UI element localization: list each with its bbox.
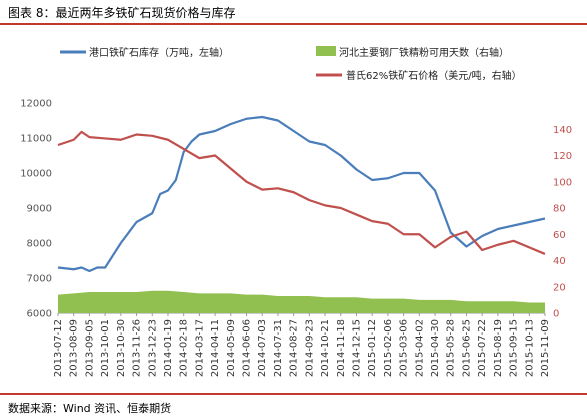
source-note: 数据来源：Wind 资讯、恒泰期货 xyxy=(8,402,172,415)
x-tick-label: 2014-07-31 xyxy=(273,319,284,377)
right-tick-label: 80 xyxy=(553,204,566,215)
x-tick-label: 2014-03-17 xyxy=(194,319,205,377)
left-y-axis: 6000 7000 8000 9000 10000 11000 12000 xyxy=(20,99,52,320)
x-tick-label: 2015-07-22 xyxy=(477,319,488,377)
x-tick-label: 2013-07-12 xyxy=(53,319,64,377)
x-tick-label: 2013-10-01 xyxy=(100,319,111,377)
left-tick-label: 7000 xyxy=(27,274,52,285)
price-line xyxy=(57,130,546,255)
x-tick-label: 2014-01-19 xyxy=(163,319,174,377)
chart-title: 图表 8：最近两年多铁矿石现货价格与库存 xyxy=(8,6,236,20)
x-tick-label: 2013-08-09 xyxy=(69,319,80,377)
x-tick-label: 2013-11-26 xyxy=(132,319,143,377)
days-area-series xyxy=(58,290,545,313)
right-tick-label: 140 xyxy=(553,125,572,136)
right-tick-label: 60 xyxy=(553,230,566,241)
x-tick-label: 2014-04-11 xyxy=(210,319,221,377)
x-tick-label: 2015-04-02 xyxy=(414,319,425,377)
x-tick-label: 2015-10-13 xyxy=(524,319,535,377)
x-tick-label: 2014-09-23 xyxy=(304,319,315,377)
x-tick-label: 2013-10-30 xyxy=(116,319,127,377)
x-tick-label: 2015-01-12 xyxy=(367,319,378,377)
x-tick-label: 2015-02-06 xyxy=(383,319,394,377)
left-tick-label: 10000 xyxy=(20,169,52,180)
x-tick-label: 2015-11-09 xyxy=(540,319,551,377)
legend-label-inventory: 港口铁矿石库存（万吨，左轴） xyxy=(89,46,229,59)
right-tick-label: 100 xyxy=(553,177,572,188)
left-tick-label: 11000 xyxy=(20,134,52,145)
right-tick-label: 120 xyxy=(553,151,572,162)
x-tick-label: 2015-06-25 xyxy=(461,319,472,377)
x-tick-label: 2014-11-18 xyxy=(336,319,347,377)
x-tick-label: 2014-02-18 xyxy=(179,319,190,377)
x-tick-label: 2013-09-05 xyxy=(84,319,95,377)
line-series xyxy=(57,115,546,273)
x-tick-label: 2014-12-15 xyxy=(351,319,362,377)
x-tick-label: 2015-09-15 xyxy=(509,319,520,377)
days-area xyxy=(58,290,545,313)
right-y-axis: 0 20 40 60 80 100 120 140 xyxy=(553,125,572,320)
x-tick-label: 2014-08-27 xyxy=(289,319,300,377)
right-tick-label: 0 xyxy=(553,309,559,320)
x-tick-label: 2015-03-06 xyxy=(399,319,410,377)
left-tick-label: 8000 xyxy=(27,239,52,250)
legend-label-price: 普氏62%铁矿石价格（美元/吨，右轴） xyxy=(346,69,522,82)
x-axis: 2013-07-12 2013-08-09 2013-09-05 2013-10-01… xyxy=(53,313,551,377)
x-tick-label: 2014-06-06 xyxy=(242,319,253,377)
x-tick-label: 2015-04-30 xyxy=(430,319,441,377)
x-tick-label: 2014-07-03 xyxy=(257,319,268,377)
x-tick-label: 2014-10-21 xyxy=(320,319,331,377)
right-tick-label: 40 xyxy=(553,256,566,267)
left-tick-label: 12000 xyxy=(20,99,52,110)
inventory-line xyxy=(57,115,546,273)
x-tick-label: 2014-05-09 xyxy=(226,319,237,377)
right-tick-label: 20 xyxy=(553,282,566,293)
top-rule xyxy=(0,23,587,25)
legend-label-days: 河北主要钢厂铁精粉可用天数（右轴） xyxy=(339,46,509,59)
x-tick-label: 2015-08-19 xyxy=(493,319,504,377)
x-tick-label: 2015-05-28 xyxy=(446,319,457,377)
left-tick-label: 9000 xyxy=(27,204,52,215)
bottom-rule xyxy=(0,393,587,395)
left-tick-label: 6000 xyxy=(27,309,52,320)
legend-swatch-days xyxy=(316,46,336,56)
legend: 港口铁矿石库存（万吨，左轴） 河北主要钢厂铁精粉可用天数（右轴） 普氏62%铁矿石价… xyxy=(60,46,522,82)
x-tick-label: 2013-12-23 xyxy=(147,319,158,377)
